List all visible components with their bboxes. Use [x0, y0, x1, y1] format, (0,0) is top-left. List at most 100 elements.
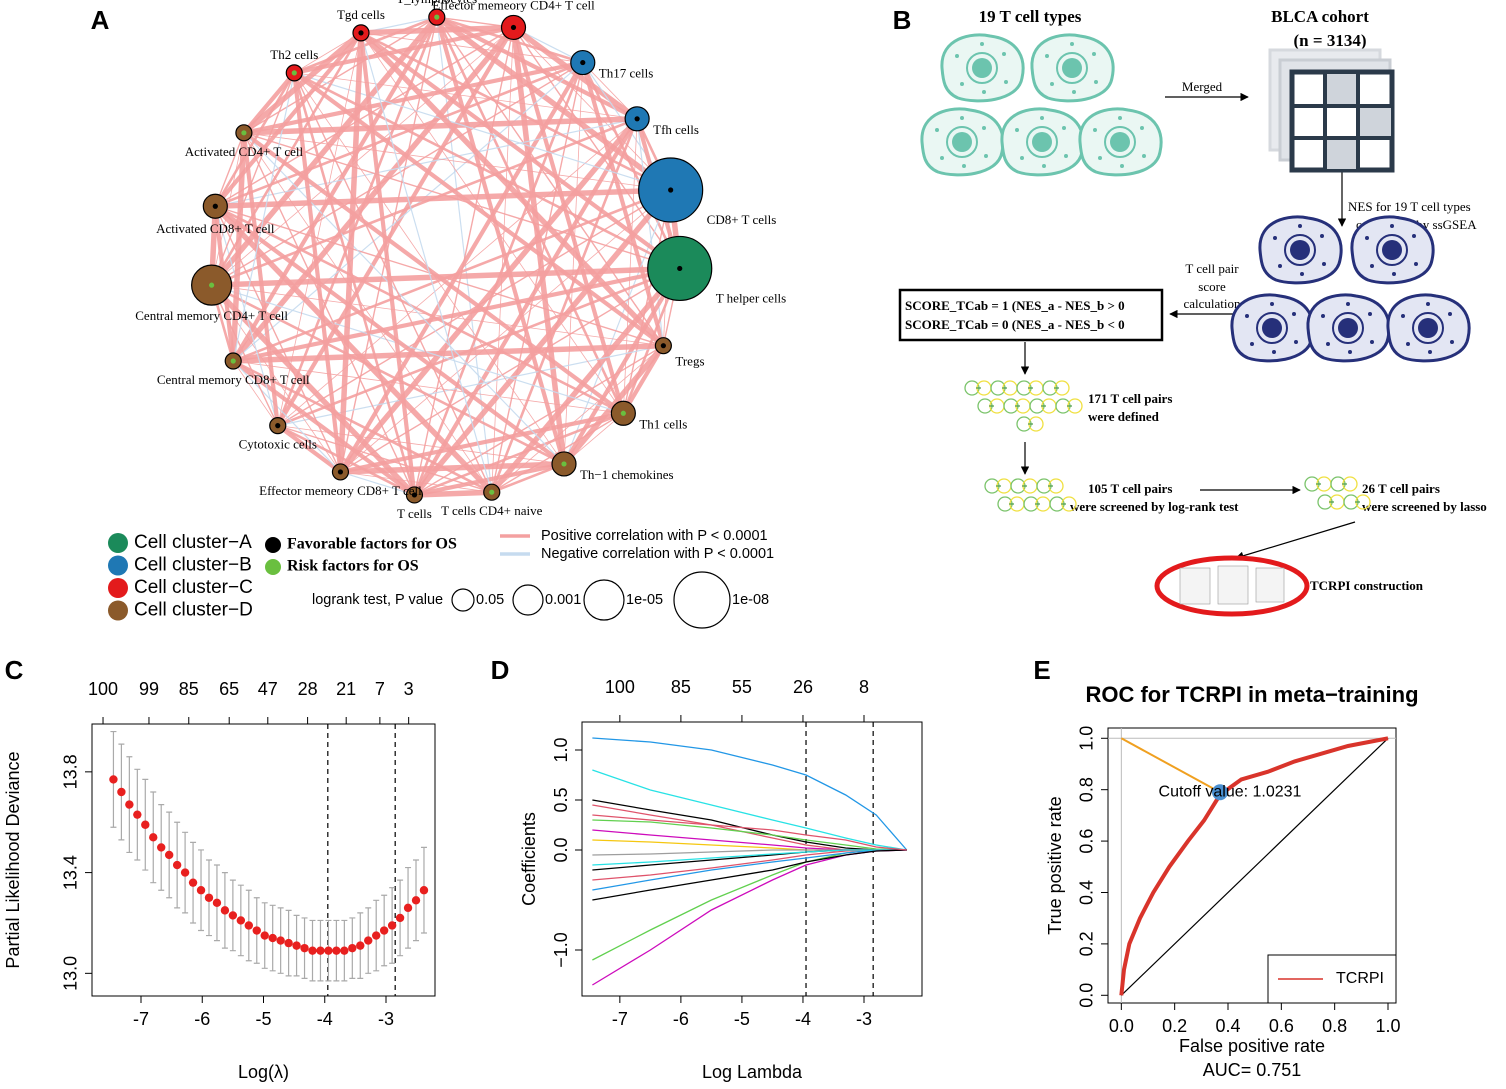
edge [214, 204, 566, 466]
point [356, 941, 365, 950]
point [188, 878, 198, 887]
cell-dot [1042, 164, 1046, 168]
point [411, 896, 421, 905]
point [387, 921, 397, 930]
top-tick-label: 47 [258, 679, 278, 699]
y-tick-label: 0.0 [551, 837, 571, 862]
edge [214, 206, 279, 426]
top-tick-label: 28 [298, 679, 318, 699]
flow-text: 105 T cell pairs [1088, 481, 1172, 496]
edge [622, 189, 672, 414]
cell-dot [1118, 116, 1122, 120]
x-tick-label: 1.0 [1375, 1016, 1400, 1036]
cell-dot [1094, 80, 1098, 84]
top-tick-label: 3 [404, 679, 414, 699]
legend-swatch [108, 555, 128, 576]
node-label: T_lymphocytes [396, 0, 477, 6]
legend-swatch [108, 600, 128, 621]
edge [622, 118, 638, 414]
series-line [592, 814, 907, 851]
edge [243, 132, 493, 493]
point [252, 926, 261, 935]
legend-size [451, 588, 475, 612]
top-tick-label: 65 [219, 679, 239, 699]
series-line [592, 849, 907, 866]
panel-letter: E [1033, 655, 1050, 685]
cell-dot [960, 116, 964, 120]
legend-swatch [265, 537, 281, 553]
edge [232, 62, 584, 362]
cell-dot [1273, 236, 1277, 240]
point [172, 860, 182, 870]
cell-nucleus [1026, 126, 1058, 158]
edge [513, 27, 671, 191]
cell-dot [935, 128, 939, 132]
edge [232, 72, 295, 362]
y-axis-label: Partial Likelihood Deviance [3, 751, 23, 968]
point [141, 820, 150, 829]
chart-title: ROC for TCRPI in meta−training [1085, 682, 1418, 707]
cell-nucleus [1056, 52, 1088, 84]
cell-dot [1015, 128, 1019, 132]
cell-dot [1270, 302, 1274, 306]
cell-dot [1321, 314, 1325, 318]
cell-dot [1428, 350, 1432, 354]
cell-dot [1292, 312, 1296, 316]
edge [242, 30, 363, 135]
x-axis-label: Log(λ) [238, 1062, 289, 1082]
top-tick-label: 55 [732, 677, 752, 697]
edge [214, 72, 296, 207]
edge [211, 283, 565, 466]
diagonal [1120, 737, 1389, 996]
flow-text: score [1198, 279, 1226, 294]
cell-dot [1020, 156, 1024, 160]
node-label: Activated CD4+ T cell [185, 144, 304, 159]
legend-label: Cell cluster−A [134, 532, 252, 553]
point [300, 943, 309, 953]
edge [340, 411, 624, 474]
cell-nucleus [1110, 132, 1130, 152]
legend-label: 0.05 [476, 592, 504, 608]
flow-text: calculation [1183, 296, 1241, 311]
cell-dot [1365, 236, 1369, 240]
x-tick-label: -7 [612, 1009, 628, 1029]
cell-dot [1450, 340, 1454, 344]
point [212, 898, 222, 908]
cell-dot [1370, 340, 1374, 344]
legend-label: Positive correlation with P < 0.0001 [541, 528, 768, 544]
cell-dot [1250, 342, 1254, 346]
x-tick-label: -6 [194, 1009, 210, 1029]
edge [563, 189, 672, 465]
cell-nucleus [1284, 234, 1316, 266]
cell-dot [1348, 350, 1352, 354]
y-axis-label: True positive rate [1045, 796, 1065, 934]
edge [360, 31, 672, 192]
node-label: CD8+ T cells [707, 212, 777, 227]
series-line [592, 769, 907, 851]
cell-dot [1426, 302, 1430, 306]
node-label: Cytotoxic cells [239, 437, 317, 452]
node-factor [510, 24, 517, 31]
cell-dot [962, 164, 966, 168]
legend-label: 0.001 [545, 592, 581, 608]
cell-dot [1278, 264, 1282, 268]
y-tick-label: 1.0 [1077, 726, 1097, 751]
cell-dot [1406, 342, 1410, 346]
cell-dot [1050, 82, 1054, 86]
node-label: T cells CD4+ naive [441, 503, 543, 518]
point [204, 893, 214, 902]
cutoff-label: Cutoff value: 1.0231 [1159, 783, 1302, 800]
point [379, 926, 389, 935]
y-tick-label: 0.2 [1077, 931, 1097, 956]
point [109, 775, 118, 784]
edge [412, 117, 639, 497]
point [180, 868, 190, 877]
panel-letter: C [5, 655, 24, 685]
point [268, 933, 277, 943]
node-factor [634, 116, 640, 122]
edge [232, 359, 493, 494]
cell-dot [1368, 312, 1372, 316]
point [149, 833, 158, 842]
matrix-cell [1325, 74, 1358, 106]
point [348, 943, 357, 953]
